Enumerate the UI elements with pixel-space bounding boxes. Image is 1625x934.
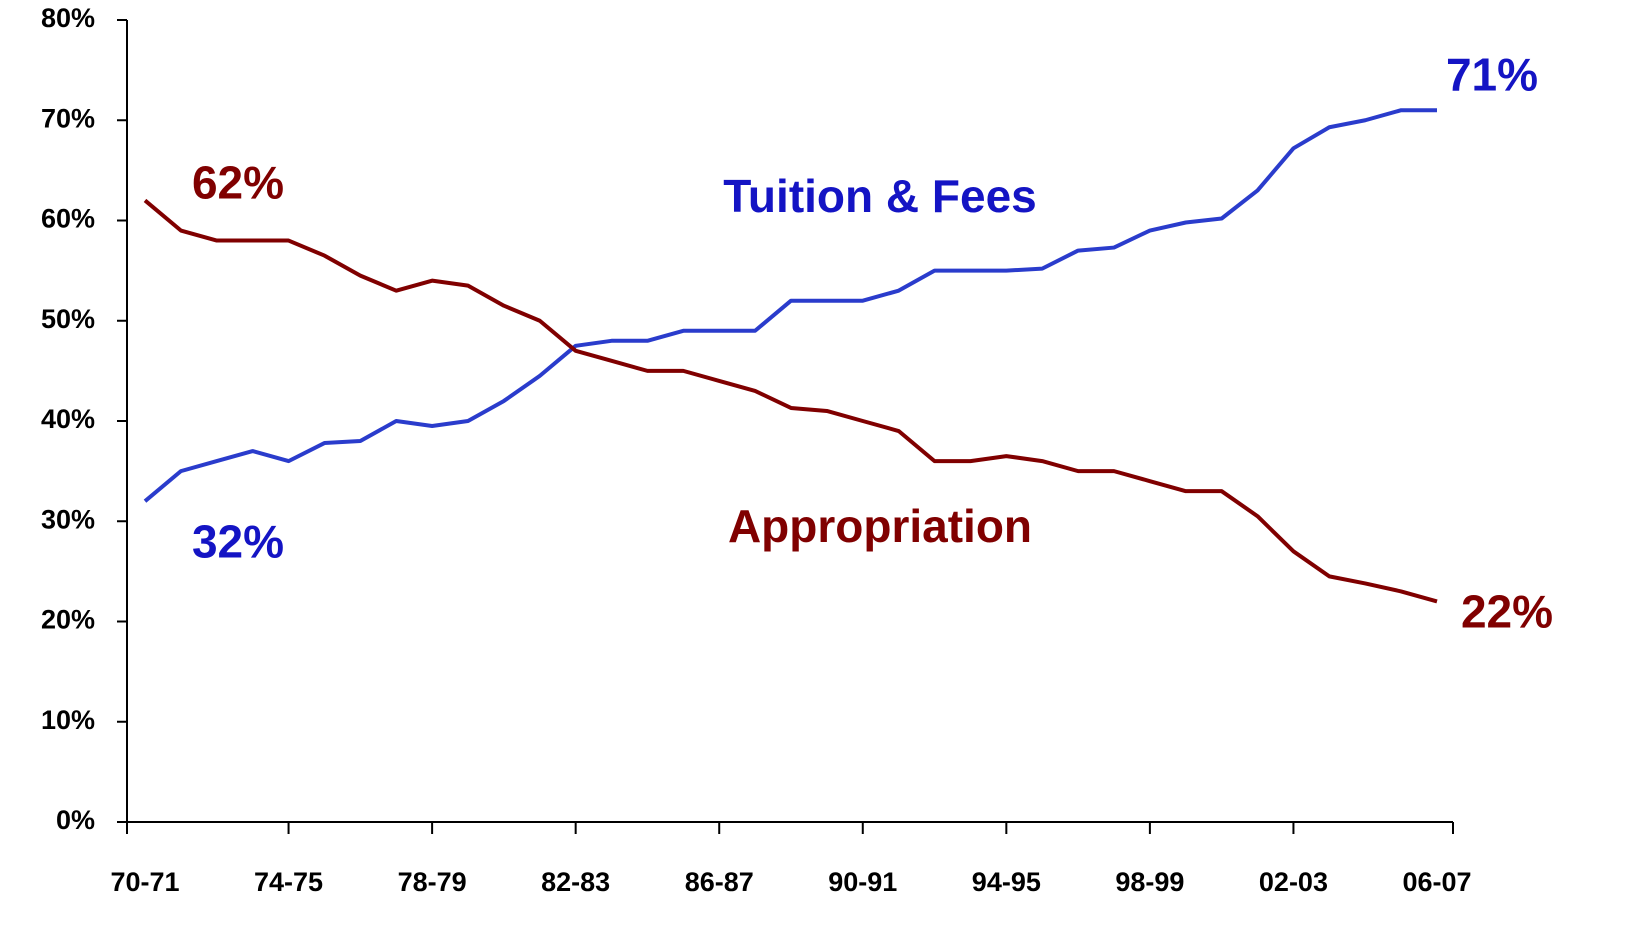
y-tick-label: 30% (41, 504, 95, 534)
data-label: 71% (1446, 48, 1538, 100)
y-tick-label: 60% (41, 204, 95, 234)
x-tick-label: 82-83 (541, 867, 610, 897)
y-tick-label: 40% (41, 404, 95, 434)
x-tick-label: 74-75 (254, 867, 323, 897)
series-label: Appropriation (728, 500, 1032, 552)
x-tick-label: 06-07 (1402, 867, 1471, 897)
x-tick-label: 02-03 (1259, 867, 1328, 897)
x-tick-label: 86-87 (685, 867, 754, 897)
x-tick-label: 98-99 (1115, 867, 1184, 897)
series-line (143, 108, 1437, 503)
series-line (143, 198, 1438, 604)
data-label: 62% (192, 157, 284, 209)
series-label: Tuition & Fees (723, 170, 1037, 222)
x-tick-label: 70-71 (110, 867, 179, 897)
y-tick-label: 50% (41, 304, 95, 334)
y-tick-label: 10% (41, 705, 95, 735)
y-tick-label: 80% (41, 3, 95, 33)
data-label: 32% (192, 515, 284, 567)
x-tick-label: 78-79 (398, 867, 467, 897)
data-label: 22% (1461, 586, 1553, 638)
x-tick-label: 94-95 (972, 867, 1041, 897)
x-tick-label: 90-91 (828, 867, 897, 897)
y-tick-label: 0% (56, 805, 95, 835)
y-tick-label: 70% (41, 103, 95, 133)
y-tick-label: 20% (41, 605, 95, 635)
